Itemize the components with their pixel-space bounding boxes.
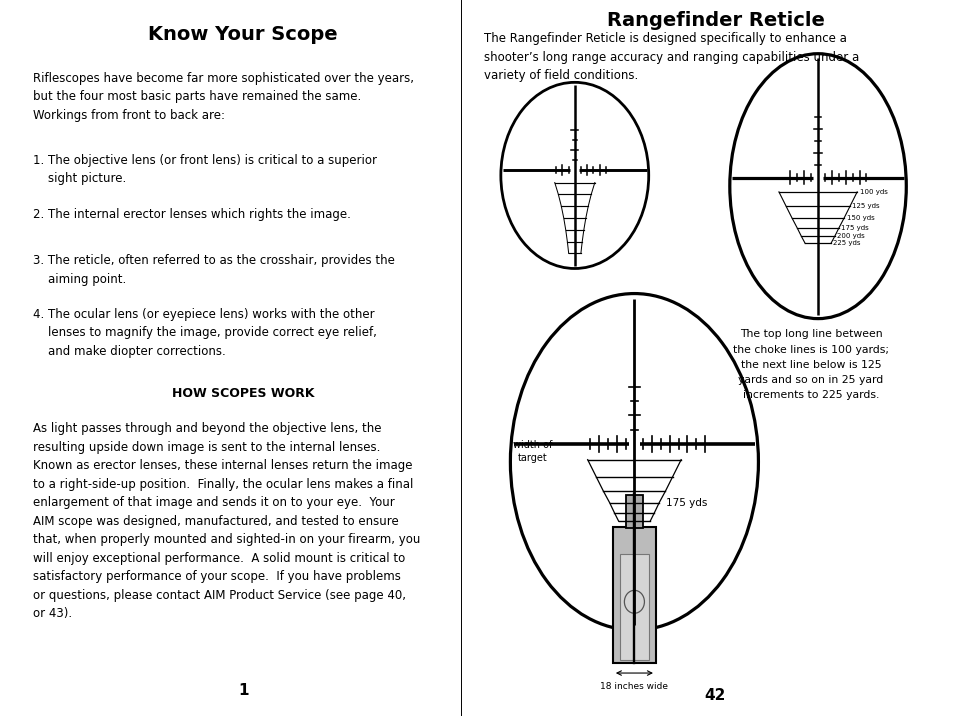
Text: Rangefinder Reticle: Rangefinder Reticle bbox=[606, 11, 823, 30]
Text: 150 yds: 150 yds bbox=[846, 215, 874, 221]
Text: 175 yds: 175 yds bbox=[665, 498, 707, 508]
Bar bbox=[612, 527, 655, 663]
Bar bbox=[619, 554, 648, 660]
Text: 1. The objective lens (or front lens) is critical to a superior
    sight pictur: 1. The objective lens (or front lens) is… bbox=[32, 154, 376, 185]
Text: 42: 42 bbox=[704, 688, 725, 703]
Text: 4. The ocular lens (or eyepiece lens) works with the other
    lenses to magnify: 4. The ocular lens (or eyepiece lens) wo… bbox=[32, 308, 376, 358]
Text: 225 yds: 225 yds bbox=[833, 241, 860, 246]
Text: Riflescopes have become far more sophisticated over the years,
but the four most: Riflescopes have become far more sophist… bbox=[32, 72, 413, 122]
Bar bbox=[625, 495, 641, 528]
Text: 175 yds: 175 yds bbox=[841, 225, 868, 231]
Text: 3. The reticle, often referred to as the crosshair, provides the
    aiming poin: 3. The reticle, often referred to as the… bbox=[32, 254, 394, 286]
Text: 125 yds: 125 yds bbox=[852, 203, 879, 209]
Text: 1: 1 bbox=[237, 683, 249, 698]
Text: As light passes through and beyond the objective lens, the
resulting upside down: As light passes through and beyond the o… bbox=[32, 422, 419, 621]
Text: The Rangefinder Reticle is designed specifically to enhance a
shooter’s long ran: The Rangefinder Reticle is designed spec… bbox=[483, 32, 859, 82]
Text: Know Your Scope: Know Your Scope bbox=[149, 25, 337, 44]
Text: HOW SCOPES WORK: HOW SCOPES WORK bbox=[172, 387, 314, 400]
Text: width of
target: width of target bbox=[513, 440, 552, 463]
Text: 200 yds: 200 yds bbox=[837, 233, 864, 239]
Text: 100 yds: 100 yds bbox=[859, 189, 886, 195]
Text: The top long line between
the choke lines is 100 yards;
the next line below is 1: The top long line between the choke line… bbox=[732, 329, 888, 400]
Text: 18 inches wide: 18 inches wide bbox=[599, 682, 668, 691]
Text: 2. The internal erector lenses which rights the image.: 2. The internal erector lenses which rig… bbox=[32, 208, 350, 221]
